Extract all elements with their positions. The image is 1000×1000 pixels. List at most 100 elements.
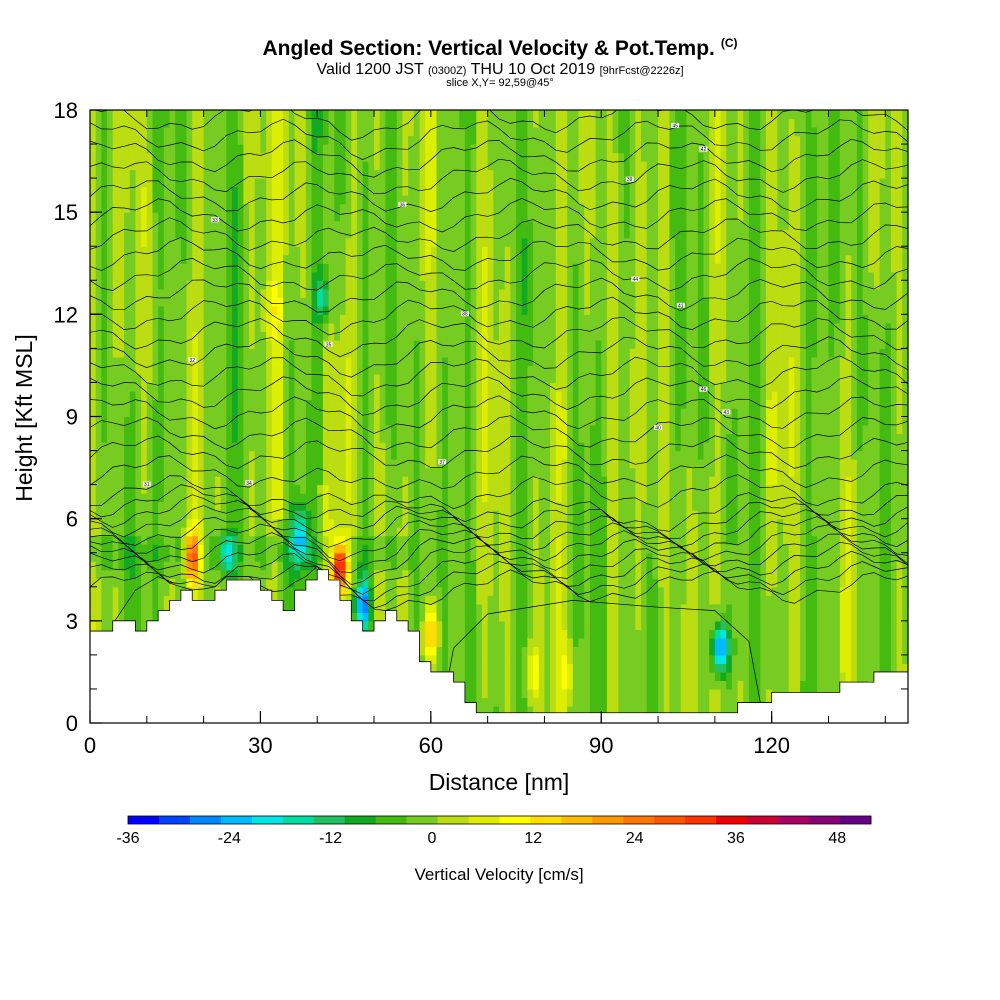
velocity-cell [203, 569, 210, 579]
velocity-cell [459, 671, 466, 682]
velocity-cell [220, 390, 227, 401]
velocity-cell [232, 212, 239, 222]
velocity-cell [339, 561, 347, 571]
velocity-cell [379, 339, 386, 349]
velocity-cell [163, 331, 171, 341]
velocity-cell [266, 110, 273, 120]
velocity-cell [226, 263, 233, 273]
velocity-cell [146, 544, 154, 554]
velocity-cell [197, 178, 205, 188]
velocity-cell [209, 399, 216, 409]
velocity-cell [362, 620, 369, 630]
velocity-cell [470, 348, 477, 358]
velocity-cell [402, 246, 409, 256]
velocity-cell [192, 425, 199, 435]
velocity-cell [470, 637, 477, 647]
velocity-cell [447, 620, 455, 630]
velocity-cell [419, 348, 426, 358]
velocity-cell [163, 365, 171, 375]
velocity-cell [95, 484, 102, 494]
velocity-cell [197, 425, 205, 435]
velocity-cell [220, 220, 227, 230]
velocity-cell [186, 212, 193, 222]
velocity-cell [95, 365, 102, 375]
velocity-cell [408, 229, 415, 239]
velocity-cell [237, 237, 244, 247]
velocity-cell [277, 263, 284, 273]
velocity-cell [453, 161, 460, 171]
velocity-cell [197, 484, 205, 494]
velocity-cell [220, 314, 227, 324]
velocity-cell [209, 407, 216, 418]
velocity-cell [447, 578, 455, 588]
velocity-cell [430, 637, 438, 647]
velocity-cell [141, 331, 148, 341]
velocity-cell [135, 135, 142, 145]
velocity-cell [476, 552, 483, 562]
velocity-cell [129, 484, 137, 494]
velocity-cell [419, 186, 426, 196]
velocity-cell [430, 314, 438, 324]
velocity-cell [402, 603, 409, 613]
velocity-cell [322, 476, 330, 486]
velocity-cell [266, 390, 273, 401]
velocity-cell [374, 459, 381, 469]
velocity-cell [101, 246, 108, 256]
velocity-cell [425, 220, 432, 230]
velocity-cell [385, 237, 392, 247]
velocity-cell [277, 527, 284, 537]
velocity-cell [317, 280, 324, 290]
velocity-cell [271, 595, 279, 605]
velocity-cell [226, 178, 233, 188]
velocity-cell [430, 263, 438, 273]
velocity-cell [169, 203, 176, 213]
velocity-cell [413, 569, 421, 579]
velocity-cell [356, 331, 364, 341]
velocity-cell [158, 365, 165, 375]
velocity-cell [243, 501, 250, 511]
velocity-cell [197, 442, 205, 452]
velocity-cell [237, 416, 244, 426]
velocity-cell [351, 433, 358, 443]
velocity-cell [141, 527, 148, 537]
velocity-cell [391, 254, 398, 264]
velocity-cell [271, 178, 279, 188]
velocity-cell [476, 527, 483, 537]
velocity-cell [135, 263, 142, 273]
velocity-cell [334, 271, 341, 281]
velocity-cell [305, 161, 313, 171]
velocity-cell [175, 229, 182, 239]
velocity-cell [232, 348, 239, 358]
velocity-cell [175, 152, 182, 162]
velocity-cell [95, 161, 102, 171]
velocity-cell [158, 127, 165, 137]
velocity-cell [374, 348, 381, 358]
velocity-cell [203, 407, 210, 418]
velocity-cell [169, 365, 176, 375]
velocity-cell [368, 280, 375, 290]
velocity-cell [362, 186, 369, 196]
velocity-cell [186, 501, 193, 511]
velocity-cell [95, 297, 102, 307]
velocity-cell [345, 220, 352, 230]
velocity-cell [129, 314, 137, 324]
velocity-cell [254, 169, 262, 179]
velocity-cell [214, 322, 222, 332]
velocity-cell [146, 382, 154, 392]
velocity-cell [339, 220, 347, 230]
velocity-cell [288, 322, 296, 332]
velocity-cell [197, 527, 205, 537]
velocity-cell [197, 152, 205, 162]
velocity-cell [368, 305, 375, 315]
velocity-cell [237, 186, 244, 196]
velocity-cell [260, 178, 267, 188]
velocity-cell [135, 578, 142, 588]
velocity-cell [249, 501, 256, 511]
velocity-cell [249, 382, 256, 392]
velocity-cell [413, 356, 421, 367]
velocity-cell [158, 297, 165, 307]
velocity-cell [95, 144, 102, 154]
velocity-cell [237, 271, 244, 281]
velocity-cell [453, 476, 460, 486]
velocity-cell [266, 493, 273, 503]
